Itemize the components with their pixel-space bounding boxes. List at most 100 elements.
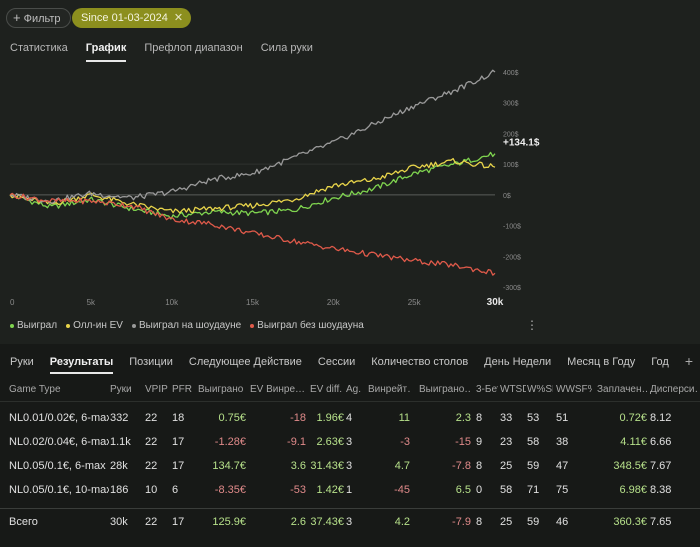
table-row[interactable]: NL0.01/0.02€, 6-max 332 22 18 0.75€ -18 1.96€ 4… bbox=[0, 406, 700, 430]
legend-item-allin-ev[interactable]: Олл-ин EV bbox=[66, 320, 123, 331]
table-cell: 332 bbox=[110, 412, 129, 424]
tab-next-action[interactable]: Следующее Действие bbox=[188, 356, 302, 368]
tab-weekday[interactable]: День Недели bbox=[484, 356, 552, 368]
tab-hand-strength[interactable]: Сила руки bbox=[260, 42, 313, 54]
table-cell: 2.63€ bbox=[316, 436, 344, 448]
tab-hands[interactable]: Руки bbox=[10, 356, 34, 368]
series-line bbox=[9, 157, 496, 214]
table-cell: 18 bbox=[172, 412, 185, 424]
column-header[interactable]: Выиграно… bbox=[419, 384, 471, 395]
table-cell: 6.66 bbox=[650, 436, 672, 448]
table-cell: 3.6 bbox=[290, 460, 306, 472]
tab-preflop-range[interactable]: Префлоп диапазон bbox=[144, 42, 243, 54]
legend-dot bbox=[250, 323, 255, 328]
table-cell: 1.96€ bbox=[316, 412, 344, 424]
tab-statistics[interactable]: Статистика bbox=[10, 42, 68, 54]
column-header[interactable]: Ag. bbox=[346, 384, 362, 395]
legend-item-won[interactable]: Выиграл bbox=[10, 320, 57, 331]
tab-year[interactable]: Год bbox=[651, 356, 669, 368]
column-header[interactable]: Game Type bbox=[9, 384, 61, 395]
y-tick-label: 100$ bbox=[503, 162, 519, 169]
y-tick-label: -300$ bbox=[503, 285, 521, 292]
table-cell: 25 bbox=[500, 460, 513, 472]
tab-graph[interactable]: График bbox=[85, 42, 127, 62]
table-cell: 17 bbox=[172, 436, 185, 448]
table-cell: 9 bbox=[476, 436, 483, 448]
table-row[interactable]: NL0.02/0.04€, 6-max 1.1k 22 17 -1.28€ -9.1 2.6… bbox=[0, 430, 700, 454]
column-header[interactable]: VPIP bbox=[145, 384, 168, 395]
column-header[interactable]: Дисперси… bbox=[650, 384, 698, 395]
table-cell: -18 bbox=[290, 412, 306, 424]
legend-item-showdown[interactable]: Выиграл на шоудауне bbox=[131, 320, 241, 331]
column-header[interactable]: W%SD bbox=[527, 384, 553, 395]
table-cell: -1.28€ bbox=[214, 436, 246, 448]
legend-label: Выиграл bbox=[17, 320, 58, 331]
add-tab-icon[interactable]: + bbox=[684, 353, 693, 369]
chart-legend: Выиграл Олл-ин EV Выиграл на шоудауне Вы… bbox=[10, 320, 364, 331]
bottom-tabs: Руки Результаты Позиции Следующее Действ… bbox=[10, 353, 693, 374]
table-cell: 1.1k bbox=[110, 436, 131, 448]
table-cell: -9.1 bbox=[287, 436, 306, 448]
table-cell: -45 bbox=[394, 484, 410, 496]
table-cell: -53 bbox=[290, 484, 306, 496]
table-cell: NL0.05/0.1€, 6-max bbox=[9, 460, 106, 472]
table-cell: 8 bbox=[476, 412, 483, 424]
y-tick-label: 200$ bbox=[503, 131, 519, 138]
table-cell: 4.2 bbox=[394, 516, 410, 528]
table-cell: -15 bbox=[455, 436, 471, 448]
table-cell: 8 bbox=[476, 516, 483, 528]
table-row[interactable]: NL0.05/0.1€, 10-max 186 10 6 -8.35€ -53 1.42€ 1… bbox=[0, 478, 700, 502]
table-row[interactable]: NL0.05/0.1€, 6-max 28k 22 17 134.7€ 3.6 31.43€… bbox=[0, 454, 700, 478]
total-row[interactable]: Всего 30k 22 17 125.9€ 2.6 37.43€ 3 4.2 -7.9 8 25 59… bbox=[0, 508, 700, 532]
table-cell: 17 bbox=[172, 460, 185, 472]
date-chip-label: Since 01-03-2024 bbox=[81, 12, 168, 24]
table-cell: 2.3 bbox=[455, 412, 471, 424]
table-cell: 1 bbox=[346, 484, 353, 496]
tab-table-count[interactable]: Количество столов bbox=[371, 356, 469, 368]
table-cell: 8 bbox=[476, 460, 483, 472]
table-cell: 51 bbox=[556, 412, 569, 424]
table-cell: 22 bbox=[145, 412, 158, 424]
y-tick-label: 300$ bbox=[503, 101, 519, 108]
table-cell: 6.98€ bbox=[619, 484, 647, 496]
date-filter-chip[interactable]: Since 01-03-2024 ✕ bbox=[72, 8, 192, 28]
tab-sessions[interactable]: Сессии bbox=[317, 356, 356, 368]
table-cell: 58 bbox=[527, 436, 540, 448]
table-cell: NL0.05/0.1€, 10-max bbox=[9, 484, 109, 496]
y-tick-label: 0$ bbox=[503, 193, 511, 200]
column-header[interactable]: 3-Бет bbox=[476, 384, 498, 395]
table-cell: NL0.01/0.02€, 6-max bbox=[9, 412, 109, 424]
column-header[interactable]: Винрейт… bbox=[368, 384, 410, 395]
legend-item-non-showdown[interactable]: Выиграл без шоудауна bbox=[250, 320, 364, 331]
column-header[interactable]: Заплачен… bbox=[597, 384, 647, 395]
table-cell: -7.9 bbox=[452, 516, 471, 528]
table-cell: 360.3€ bbox=[613, 516, 647, 528]
tab-results[interactable]: Результаты bbox=[49, 356, 114, 374]
table-cell: 3 bbox=[346, 436, 353, 448]
legend-dot bbox=[10, 323, 14, 328]
column-header[interactable]: Выиграно bbox=[198, 384, 244, 395]
more-options-icon[interactable]: ⋮ bbox=[526, 318, 538, 332]
filter-label: Фильтр bbox=[23, 13, 61, 25]
column-header[interactable]: PFR bbox=[172, 384, 192, 395]
table-cell: 23 bbox=[500, 436, 513, 448]
filter-bar: + Фильтр Since 01-03-2024 ✕ bbox=[0, 0, 700, 36]
filter-button[interactable]: + Фильтр bbox=[6, 8, 71, 28]
profit-chart: 400$ 300$ 200$ 100$ 0$ -100$ -200$ -300$ 0 5k 10k 1… bbox=[9, 69, 540, 308]
column-header[interactable]: EV diff. bbox=[310, 384, 343, 395]
column-header[interactable]: EV Винре… bbox=[250, 384, 306, 395]
table-cell: 31.43€ bbox=[310, 460, 344, 472]
column-header[interactable]: WTSD bbox=[500, 384, 526, 395]
tab-positions[interactable]: Позиции bbox=[129, 356, 173, 368]
table-header: Game Type Руки VPIP PFR Выиграно EV Винре… EV … bbox=[0, 384, 700, 402]
table-cell: 6 bbox=[172, 484, 179, 496]
close-icon[interactable]: ✕ bbox=[173, 12, 184, 24]
table-cell: 33 bbox=[500, 412, 513, 424]
table-cell: 22 bbox=[145, 436, 158, 448]
column-header[interactable]: WWSF% bbox=[556, 384, 592, 395]
column-header[interactable]: Руки bbox=[110, 384, 132, 395]
series-line bbox=[9, 151, 496, 220]
tab-month[interactable]: Месяц в Году bbox=[567, 356, 636, 368]
table-cell: 53 bbox=[527, 412, 540, 424]
table-cell: 0 bbox=[476, 484, 483, 496]
